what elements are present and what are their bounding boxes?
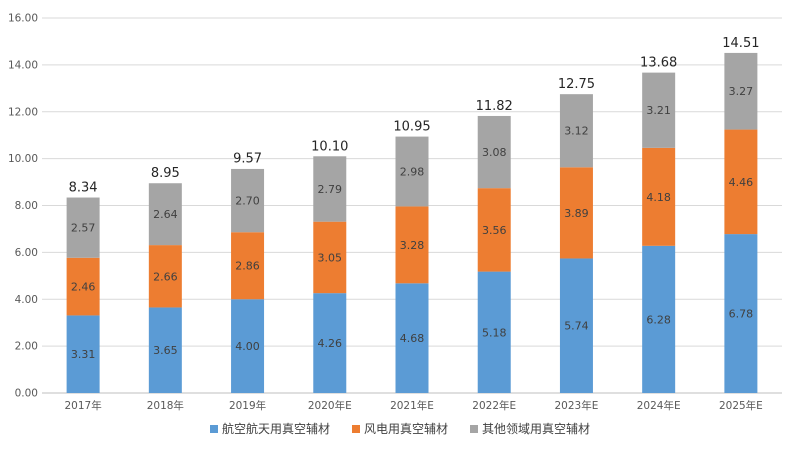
bar-segment [148, 245, 182, 308]
y-tick-label: 4.00 [15, 294, 38, 306]
legend-item: 其他领域用真空辅材 [470, 422, 590, 436]
data-label: 3.31 [71, 348, 96, 361]
bar-segment [477, 115, 511, 189]
data-label: 3.56 [482, 224, 507, 237]
bar-segment [724, 52, 758, 130]
data-label: 2.86 [235, 260, 260, 273]
bar-segment [231, 232, 265, 300]
legend-item: 风电用真空辅材 [352, 422, 448, 436]
data-label: 4.46 [729, 176, 754, 189]
data-label: 3.65 [153, 344, 178, 357]
legend-swatch [470, 425, 478, 433]
total-label: 8.34 [69, 181, 98, 196]
bars [66, 52, 758, 393]
data-label: 2.57 [71, 222, 96, 235]
data-label: 3.28 [400, 239, 425, 252]
bar-segment [66, 257, 100, 316]
bar-segment [724, 129, 758, 235]
bar-segment [642, 147, 676, 246]
data-label: 3.08 [482, 146, 507, 159]
total-data-labels: 8.34 8.95 9.57 10.10 10.95 11.82 12.75 13.68 14.… [69, 36, 760, 196]
bar-segment [559, 94, 593, 168]
total-label: 12.75 [558, 77, 595, 92]
data-label: 3.12 [564, 125, 589, 138]
bar-segment [395, 206, 429, 284]
bar-segment [231, 299, 265, 393]
bar-segment [395, 283, 429, 393]
x-tick-label: 2018年 [147, 399, 184, 412]
total-label: 13.68 [640, 55, 677, 70]
data-label: 4.18 [646, 191, 671, 204]
y-axis-tick-labels: 0.00 2.00 4.00 6.00 8.00 10.00 12.00 14.00 16.00 [8, 13, 38, 400]
bar-segment [642, 245, 676, 393]
segment-data-labels: 3.31 2.46 2.57 3.65 2.66 2.64 4.00 2.86 2.70 4.26… [71, 85, 753, 361]
data-label: 3.05 [318, 251, 343, 264]
y-tick-label: 2.00 [15, 341, 38, 353]
legend-item: 航空航天用真空辅材 [210, 421, 330, 436]
legend: 航空航天用真空辅材 风电用真空辅材 其他领域用真空辅材 [210, 421, 590, 436]
bar-segment [559, 258, 593, 393]
total-label: 9.57 [233, 152, 262, 167]
bar-segment [313, 221, 347, 294]
data-label: 2.98 [400, 166, 425, 179]
x-tick-label: 2021年E [390, 399, 434, 412]
data-label: 2.46 [71, 281, 96, 294]
bar-segment [148, 307, 182, 393]
bar-segment [313, 293, 347, 393]
data-label: 6.28 [646, 313, 671, 326]
total-label: 8.95 [151, 166, 180, 181]
data-label: 3.21 [646, 104, 671, 117]
x-tick-label: 2025年E [719, 399, 763, 412]
total-label: 10.95 [393, 119, 430, 134]
data-label: 5.74 [564, 320, 589, 333]
legend-swatch [210, 425, 218, 433]
data-label: 3.27 [729, 85, 754, 98]
y-tick-label: 0.00 [15, 388, 38, 400]
bar-segment [642, 72, 676, 148]
x-tick-label: 2022年E [472, 399, 516, 412]
data-label: 2.70 [235, 195, 260, 208]
data-label: 3.89 [564, 207, 589, 220]
total-label: 11.82 [476, 99, 513, 114]
x-tick-label: 2017年 [64, 399, 101, 412]
data-label: 2.66 [153, 270, 178, 283]
bar-segment [66, 197, 100, 258]
bar-segment [559, 167, 593, 259]
bar-segment [724, 234, 758, 393]
x-tick-label: 2020年E [308, 399, 352, 412]
y-tick-label: 6.00 [15, 247, 38, 259]
total-label: 10.10 [311, 139, 348, 154]
legend-swatch [352, 425, 360, 433]
bar-segment [395, 136, 429, 207]
bar-segment [477, 271, 511, 393]
y-tick-label: 12.00 [8, 106, 38, 118]
x-tick-label: 2023年E [555, 399, 599, 412]
y-tick-label: 10.00 [8, 153, 38, 165]
legend-label: 风电用真空辅材 [364, 422, 448, 436]
legend-label: 航空航天用真空辅材 [222, 421, 330, 436]
data-label: 6.78 [729, 308, 754, 321]
y-tick-label: 8.00 [15, 200, 38, 212]
data-label: 4.26 [318, 337, 343, 350]
bar-segment [66, 315, 100, 393]
x-axis-tick-labels: 2017年 2018年 2019年 2020年E 2021年E 2022年E 2023年E 2… [64, 399, 762, 412]
total-label: 14.51 [722, 36, 759, 51]
y-tick-label: 14.00 [8, 59, 38, 71]
data-label: 2.64 [153, 208, 178, 221]
bar-segment [148, 183, 182, 246]
y-tick-label: 16.00 [8, 13, 38, 25]
x-tick-label: 2024年E [637, 399, 681, 412]
data-label: 4.68 [400, 332, 425, 345]
data-label: 2.79 [318, 183, 343, 196]
bar-segment [231, 168, 265, 233]
data-label: 5.18 [482, 326, 507, 339]
bar-segment [313, 156, 347, 222]
bar-segment [477, 188, 511, 272]
x-tick-label: 2019年 [229, 399, 266, 412]
data-label: 4.00 [235, 340, 260, 353]
legend-label: 其他领域用真空辅材 [482, 422, 590, 436]
